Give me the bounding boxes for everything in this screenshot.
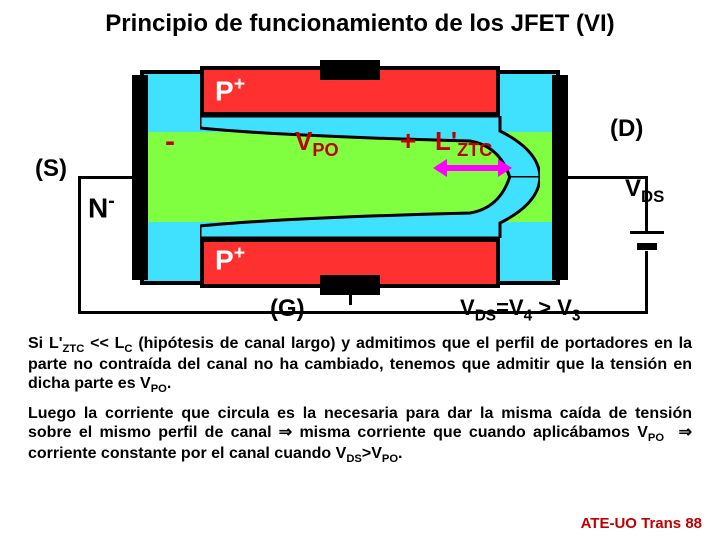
p-plus-top-label: P+ <box>215 73 245 107</box>
vds-equation: VDS=V4 > V3 <box>460 295 580 325</box>
battery-long-plate <box>630 231 664 234</box>
lztc-arrow-line <box>445 165 500 171</box>
depletion-bottom <box>200 176 540 238</box>
plus-label: + <box>400 125 416 157</box>
p-plus-bottom-label: P+ <box>215 242 245 276</box>
s-terminal-label: (S) <box>35 155 67 183</box>
g-terminal-label: (G) <box>270 295 305 323</box>
device-body: P+ P+ - VPO + L'ZTC <box>140 70 560 285</box>
lztc-arrow-left <box>433 159 447 177</box>
wire-source-v <box>78 176 81 314</box>
lztc-arrow-right <box>498 159 512 177</box>
jfet-diagram: P+ P+ - VPO + L'ZTC (S) (D) N- VDS <box>40 55 680 315</box>
vpo-label: VPO <box>295 126 339 161</box>
wire-source-h <box>78 176 133 179</box>
paragraph-1: Si L'ZTC << LC (hipótesis de canal largo… <box>28 335 692 397</box>
wire-drain-v2 <box>645 251 648 314</box>
contact-top <box>320 60 380 80</box>
vds-label: VDS <box>625 175 664 207</box>
wire-gate-v <box>349 285 352 305</box>
body-text: Si L'ZTC << LC (hipótesis de canal largo… <box>28 335 692 474</box>
paragraph-2: Luego la corriente que circula es la nec… <box>28 405 692 467</box>
contact-source <box>132 75 148 280</box>
footer-label: ATE-UO Trans 88 <box>581 515 702 532</box>
contact-drain <box>552 75 568 280</box>
battery-short-plate <box>637 243 657 250</box>
page-title: Principio de funcionamiento de los JFET … <box>0 0 720 48</box>
lztc-label: L'ZTC <box>435 126 492 161</box>
d-terminal-label: (D) <box>610 115 643 143</box>
minus-label: - <box>165 125 175 159</box>
n-minus-label: N- <box>88 190 115 224</box>
